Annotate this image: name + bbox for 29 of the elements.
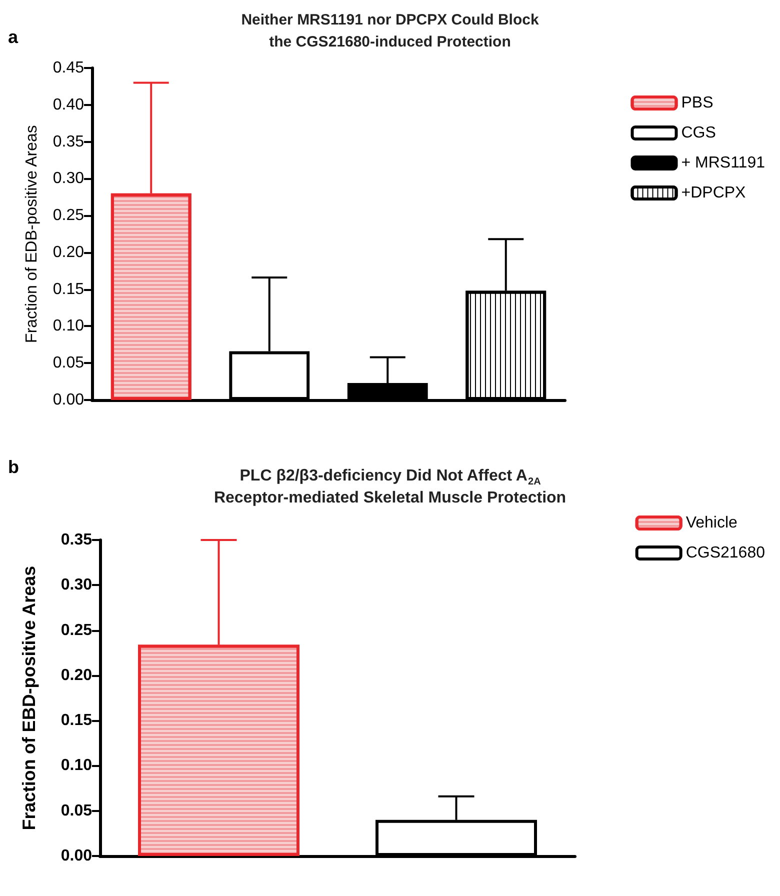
y-tick-label: 0.25 [60, 622, 92, 639]
y-tick-label: 0.05 [52, 354, 84, 372]
y-tick-label: 0.15 [60, 712, 92, 730]
y-tick-label: 0.25 [52, 207, 84, 224]
y-tick-label: 0.30 [60, 576, 92, 594]
y-tick-label: 0.20 [52, 244, 84, 261]
text: a [8, 27, 19, 47]
legend-label: CGS21680 [686, 544, 766, 562]
y-tick-label: 0.15 [52, 280, 84, 298]
legend-label: CGS [681, 124, 716, 142]
legend-label: PBS [681, 94, 714, 112]
y-tick-label: 0.00 [52, 392, 84, 408]
y-tick-label: 0.40 [52, 96, 84, 114]
legend-label: Vehicle [686, 514, 738, 532]
y-tick-label: 0.10 [52, 318, 84, 335]
y-tick-label: 0.20 [60, 666, 92, 684]
y-tick-label: 0.35 [52, 133, 84, 150]
y-tick-label: 0.05 [60, 802, 92, 820]
y-tick-label: 0.30 [52, 170, 84, 188]
chart-title: Neither MRS1191 nor DPCPX Could Block the CGS21680-induced Protection [241, 12, 540, 50]
y-tick-label: 0.35 [60, 532, 92, 548]
text: b [8, 457, 19, 477]
y-axis-title: Fraction of EDB-positive Areas [24, 125, 40, 343]
y-axis-title: Fraction of EBD-positive Areas [19, 566, 39, 830]
legend-label: + MRS1191 [681, 154, 766, 172]
y-tick-label: 0.00 [60, 848, 92, 864]
y-tick-label: 0.45 [52, 60, 84, 76]
legend-label: +DPCPX [681, 184, 746, 202]
y-tick-label: 0.10 [60, 757, 92, 774]
